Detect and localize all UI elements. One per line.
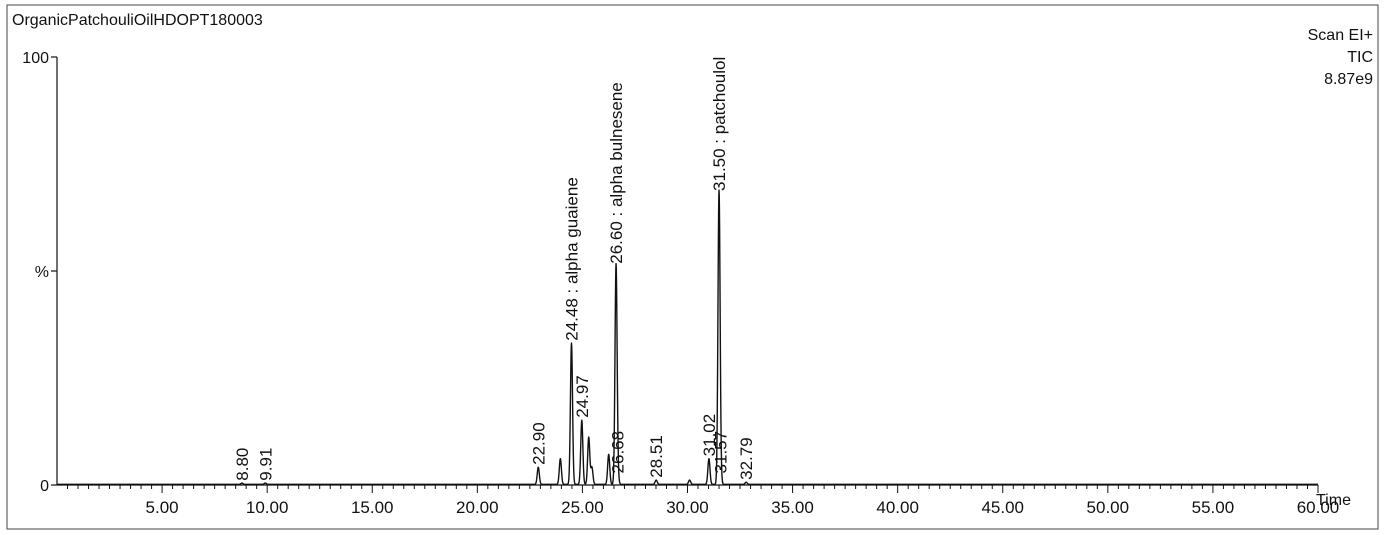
peak-label: 26.68 (609, 431, 628, 474)
peak-label: 9.91 (256, 448, 275, 481)
figure-border (7, 5, 1378, 529)
x-tick-label: 10.00 (246, 498, 289, 517)
x-tick-label: 50.00 (1087, 498, 1130, 517)
peak-label: 24.48 : alpha guaiene (562, 177, 581, 341)
x-tick-label: 15.00 (351, 498, 394, 517)
peak-labels: 8.80 9.91 22.90 24.48 : alpha guaiene 24.97 2… (233, 57, 756, 481)
x-ticks (68, 485, 1318, 493)
peak-label: 31.57 (711, 431, 730, 474)
plot-axes (51, 57, 1318, 485)
peak-label: 24.97 (573, 375, 592, 418)
sample-name: OrganicPatchouliOilHDOPT180003 (12, 12, 263, 29)
y-tick-label: % (35, 264, 49, 281)
peak-label: 22.90 (529, 422, 548, 465)
scan-mode: Scan EI+ (1308, 27, 1373, 44)
y-tick-label: 100 (22, 50, 49, 67)
y-tick-labels: 0% 100 (22, 50, 49, 495)
x-tick-labels: 5.00 10.00 15.00 20.00 25.00 30.00 35.00 40.00 4… (146, 498, 1340, 517)
x-tick-label: 20.00 (456, 498, 499, 517)
intensity-value: 8.87e9 (1324, 71, 1373, 88)
x-tick-label: 25.00 (561, 498, 604, 517)
x-tick-label: 30.00 (666, 498, 709, 517)
x-tick-label: 5.00 (146, 498, 179, 517)
x-axis-label: Time (1316, 492, 1351, 509)
x-tick-label: 45.00 (981, 498, 1024, 517)
peak-label: 26.60 : alpha bulnesene (607, 82, 626, 264)
x-tick-label: 35.00 (771, 498, 814, 517)
peak-label: 31.50 : patchoulol (710, 57, 729, 191)
x-tick-label: 55.00 (1192, 498, 1235, 517)
tic-trace (57, 190, 1318, 484)
peak-label: 32.79 (737, 437, 756, 480)
x-tick-label: 40.00 (876, 498, 919, 517)
peak-label: 28.51 (647, 435, 666, 478)
trace-type: TIC (1347, 49, 1373, 66)
peak-label: 8.80 (233, 448, 252, 481)
y-tick-label: 0 (40, 478, 49, 495)
